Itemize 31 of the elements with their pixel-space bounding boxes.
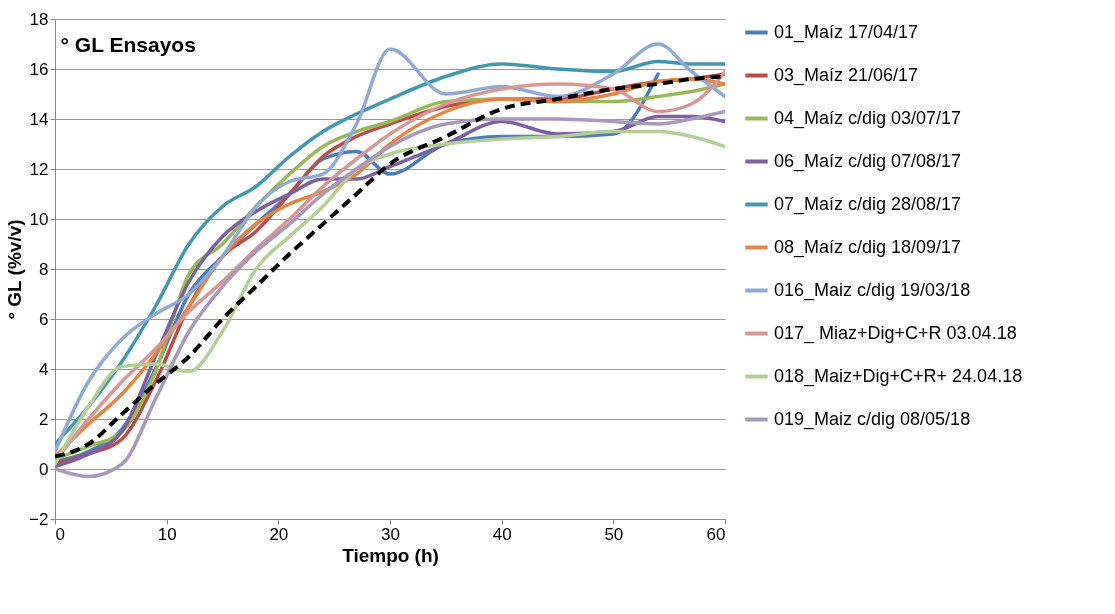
legend-label: 07_Maíz c/dig 28/08/17 (774, 193, 962, 215)
x-tick-label: 20 (269, 524, 289, 544)
y-axis-title: ° GL (%v/v) (4, 219, 26, 320)
y-tick-label: 8 (39, 259, 49, 279)
x-tick-label: 60 (706, 524, 726, 544)
y-tick-label: −2 (29, 509, 49, 529)
y-tick-label: 2 (39, 409, 49, 429)
legend-label: 06_Maíz c/dig 07/08/17 (774, 150, 962, 172)
legend-label: 04_Maíz c/dig 03/07/17 (774, 107, 962, 129)
x-tick-label: 0 (55, 524, 65, 544)
legend-label: 019_Maiz c/dig 08/05/18 (774, 408, 971, 430)
x-axis-title: Tiempo (h) (342, 544, 439, 566)
legend-label: 08_Maíz c/dig 18/09/17 (774, 236, 962, 258)
x-tick-label: 40 (492, 524, 512, 544)
x-tick-label: 10 (157, 524, 177, 544)
x-tick-label: 30 (381, 524, 400, 544)
text: ° GL Ensayos (60, 33, 196, 56)
y-tick-label: 18 (29, 9, 49, 29)
x-tick-label: 50 (604, 524, 624, 544)
y-tick-label: 6 (39, 309, 49, 329)
legend-label: 018_Maiz+Dig+C+R+ 24.04.18 (774, 365, 1023, 387)
y-tick-label: 10 (29, 209, 49, 229)
y-tick-label: 14 (29, 109, 49, 129)
legend-label: 03_Maíz 21/06/17 (774, 64, 919, 86)
legend-label: 017_ Miaz+Dig+C+R 03.04.18 (774, 322, 1017, 344)
y-tick-label: 12 (29, 159, 49, 179)
y-tick-label: 16 (29, 59, 49, 79)
legend-label: 016_Maiz c/dig 19/03/18 (774, 279, 971, 301)
y-tick-label: 0 (39, 459, 49, 479)
y-tick-label: 4 (39, 359, 49, 379)
legend-label: 01_Maíz 17/04/17 (774, 21, 919, 43)
